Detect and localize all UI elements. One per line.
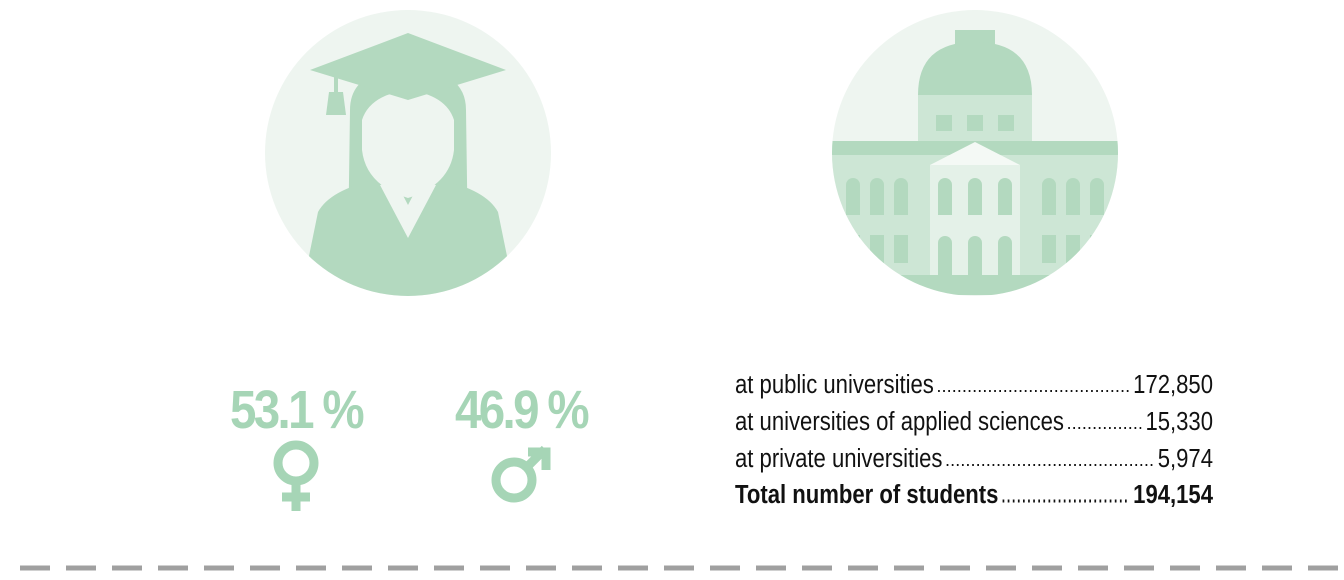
graduate-icon xyxy=(265,10,551,296)
female-symbol xyxy=(273,440,319,511)
female-share: 53.1 % xyxy=(230,379,364,440)
row-label: at public universities xyxy=(735,370,934,399)
student-table: at public universities 172,850 at universi… xyxy=(735,370,1214,509)
row-label: at private universities xyxy=(735,444,942,473)
row-value: 172,850 xyxy=(1133,370,1213,399)
male-symbol xyxy=(491,445,551,503)
row-value: 15,330 xyxy=(1145,407,1213,436)
row-value: 5,974 xyxy=(1158,444,1213,473)
row-label: at universities of applied sciences xyxy=(735,407,1064,436)
row-label: Total number of students xyxy=(735,480,998,509)
university-icon xyxy=(832,10,1118,296)
row-value: 194,154 xyxy=(1133,480,1213,509)
male-share: 46.9 % xyxy=(455,379,589,440)
